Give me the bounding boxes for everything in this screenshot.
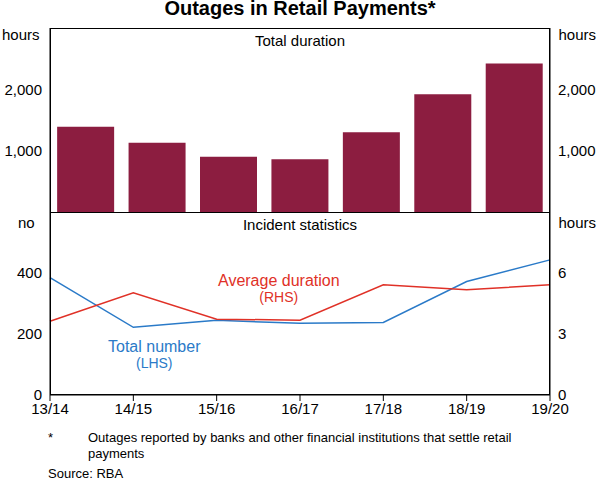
svg-text:200: 200 xyxy=(17,325,42,342)
svg-text:14/15: 14/15 xyxy=(115,400,153,417)
html-text:Incident statistics: Incident statistics xyxy=(242,216,358,233)
svg-text:1,000: 1,000 xyxy=(8,142,42,159)
svg-text:18/19: 18/19 xyxy=(448,400,486,417)
html-text:no: no xyxy=(18,214,35,231)
html-text:Outages reported by banks and: Outages reported by banks and other fina… xyxy=(88,430,512,461)
svg-text:19/20: 19/20 xyxy=(531,399,569,417)
svg-text:2,000: 2,000 xyxy=(558,81,592,98)
html-text:Total number: Total number xyxy=(108,338,201,355)
html-text:Source: RBA: Source: RBA xyxy=(48,466,124,481)
html-text:hours: hours xyxy=(558,26,596,43)
html-text:hours: hours xyxy=(558,214,596,231)
svg-text:0: 0 xyxy=(34,386,42,403)
svg-text:0: 0 xyxy=(558,386,566,403)
html-text:Average duration: Average duration xyxy=(218,272,340,289)
svg-text:400: 400 xyxy=(17,264,42,281)
svg-text:15/16: 15/16 xyxy=(198,400,236,417)
svg-text:17/18: 17/18 xyxy=(365,400,403,417)
html-text:(RHS): (RHS) xyxy=(259,289,299,305)
svg-text:3: 3 xyxy=(558,325,566,342)
html-text:(LHS): (LHS) xyxy=(136,355,173,371)
svg-text:16/17: 16/17 xyxy=(281,400,319,417)
svg-text:6: 6 xyxy=(558,264,566,281)
svg-text:2,000: 2,000 xyxy=(8,81,42,98)
html-text:Total duration: Total duration xyxy=(255,32,345,49)
html-text:hours: hours xyxy=(2,26,40,43)
svg-text:1,000: 1,000 xyxy=(558,142,592,159)
svg-text:13/14: 13/14 xyxy=(31,399,69,417)
